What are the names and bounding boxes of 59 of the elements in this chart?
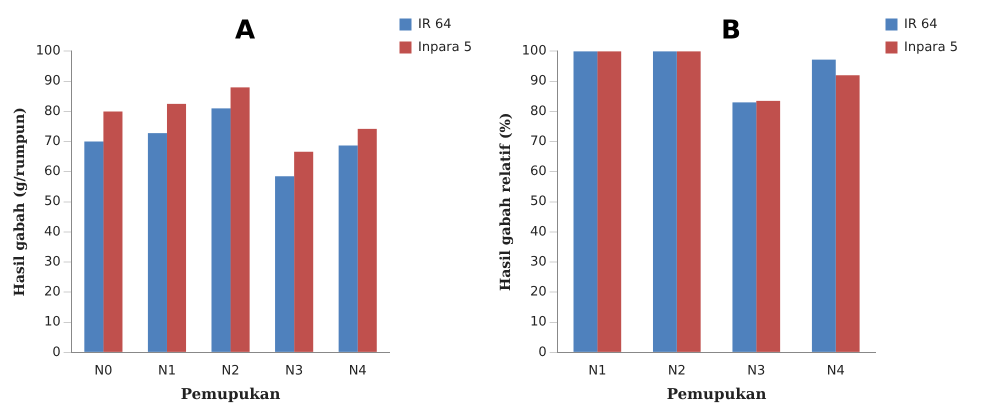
x-tick-label: N3	[747, 364, 766, 379]
y-tick-label: 0	[538, 344, 547, 360]
y-tick-label: 90	[44, 74, 61, 89]
y-tick-label: 100	[522, 44, 547, 59]
y-tick-label: 30	[530, 254, 547, 270]
chart-title: A	[234, 15, 256, 46]
x-tick-label: N2	[222, 364, 240, 379]
y-tick-label: 80	[530, 104, 547, 119]
bar	[294, 152, 314, 352]
y-tick-label: 20	[530, 284, 547, 300]
y-tick-label: 60	[44, 164, 61, 180]
x-tick-label: N4	[348, 364, 367, 379]
x-tick-label: N3	[285, 364, 304, 379]
y-tick-label: 40	[530, 224, 547, 240]
bar	[338, 145, 358, 352]
chart-title: B	[721, 15, 741, 46]
bar	[211, 108, 231, 352]
y-tick-label: 50	[44, 194, 61, 210]
y-tick-label: 40	[44, 224, 61, 240]
bar	[275, 176, 294, 352]
bar	[676, 51, 701, 352]
bar	[812, 60, 836, 352]
x-tick-label: N1	[588, 364, 606, 379]
bar	[84, 142, 104, 352]
y-tick-label: 10	[44, 314, 61, 330]
y-tick-label: 60	[530, 164, 547, 180]
y-tick-label: 70	[530, 134, 547, 149]
y-tick-label: 90	[530, 74, 547, 89]
y-tick-label: 20	[44, 284, 61, 300]
bar	[652, 51, 677, 352]
x-tick-label: N2	[668, 364, 686, 379]
bar	[732, 102, 756, 352]
y-axis-title: Hasil gabah relatif (%)	[498, 112, 514, 291]
y-tick-label: 0	[52, 344, 61, 360]
bar	[358, 128, 377, 352]
x-axis-title: Pemupukan	[666, 384, 766, 403]
legend-label: IR 64	[418, 16, 452, 32]
bar	[836, 75, 860, 352]
x-axis-title: Pemupukan	[180, 384, 280, 403]
bar	[166, 104, 186, 352]
x-tick-label: N0	[94, 364, 112, 379]
y-tick-label: 30	[44, 254, 61, 270]
bar	[756, 100, 780, 352]
legend-label: IR 64	[904, 16, 938, 32]
bar	[148, 133, 167, 352]
y-axis-title: Hasil gabah (g/rumpun)	[12, 107, 28, 296]
y-tick-label: 10	[530, 314, 547, 330]
y-tick-label: 100	[36, 44, 61, 59]
bar	[574, 51, 598, 352]
bar	[103, 111, 122, 352]
x-tick-label: N1	[158, 364, 176, 379]
x-tick-label: N4	[826, 364, 845, 379]
legend-label: Inpara 5	[904, 40, 958, 55]
y-tick-label: 80	[44, 104, 61, 119]
bar	[597, 51, 622, 352]
bar	[230, 87, 250, 352]
legend-label: Inpara 5	[418, 40, 472, 55]
y-tick-label: 70	[44, 134, 61, 149]
y-tick-label: 50	[530, 194, 547, 210]
